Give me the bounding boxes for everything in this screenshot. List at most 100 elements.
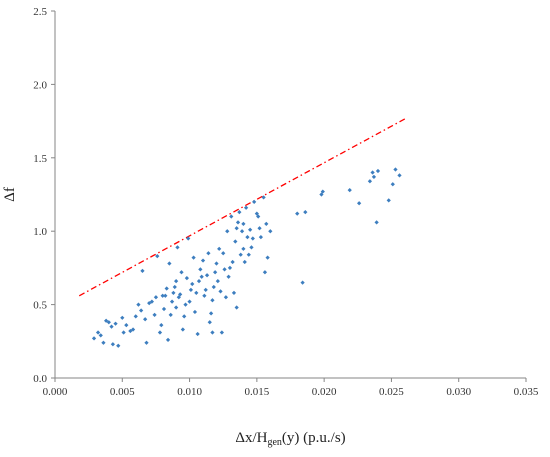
bound-line-layer xyxy=(78,117,407,297)
data-point xyxy=(367,179,373,184)
data-point xyxy=(261,195,266,200)
data-point xyxy=(347,187,352,193)
data-point xyxy=(203,287,208,293)
data-point xyxy=(370,170,375,175)
y-tick-label: 1.0 xyxy=(33,226,47,238)
data-point xyxy=(234,226,239,231)
x-axis-title-tail: (y) (p.u./s) xyxy=(282,430,346,446)
data-point xyxy=(246,252,251,257)
axes xyxy=(54,11,526,379)
data-point xyxy=(241,246,246,251)
data-point xyxy=(211,284,216,290)
data-point xyxy=(202,293,207,298)
data-point xyxy=(155,254,160,259)
data-point xyxy=(144,340,149,345)
data-point xyxy=(268,229,273,234)
data-point xyxy=(213,270,218,275)
data-point xyxy=(210,330,215,335)
data-point xyxy=(248,227,253,232)
data-point xyxy=(320,189,325,194)
data-point xyxy=(208,311,214,316)
data-point xyxy=(265,255,270,260)
data-point xyxy=(390,182,395,187)
data-point xyxy=(214,261,219,266)
data-point xyxy=(187,299,192,304)
data-point xyxy=(231,290,237,295)
ticks: 0.000 0.005 0.010 0.015 0.020 0.025 0.030 0.035… xyxy=(33,6,539,398)
data-point xyxy=(184,276,190,281)
data-point xyxy=(207,320,212,325)
data-point xyxy=(262,270,268,275)
data-point xyxy=(91,336,97,341)
data-point xyxy=(204,273,210,278)
data-point xyxy=(116,343,121,348)
x-tick-label: 0.015 xyxy=(244,386,269,398)
data-point xyxy=(221,251,226,256)
data-point xyxy=(200,258,206,263)
data-point xyxy=(139,308,144,313)
data-point xyxy=(130,327,136,332)
x-tick-label: 0.000 xyxy=(43,386,68,398)
data-point xyxy=(149,299,155,304)
data-point xyxy=(143,317,148,322)
data-point xyxy=(206,251,211,256)
data-point xyxy=(386,198,391,203)
data-point xyxy=(252,199,257,204)
data-point xyxy=(256,214,261,219)
data-point xyxy=(239,229,245,234)
data-point xyxy=(218,289,223,294)
data-point xyxy=(222,267,227,272)
y-tick-label: 0.5 xyxy=(33,300,47,312)
data-point xyxy=(160,293,165,298)
data-point xyxy=(237,209,242,215)
data-point xyxy=(374,220,379,225)
upper-bound-line xyxy=(78,117,407,297)
data-point xyxy=(226,274,231,279)
x-tick-label: 0.005 xyxy=(110,386,135,398)
data-point xyxy=(140,268,145,273)
data-point xyxy=(243,205,249,210)
data-point xyxy=(95,330,101,335)
data-point xyxy=(165,337,171,342)
data-point xyxy=(194,290,199,295)
data-point xyxy=(235,220,241,225)
y-tick-label: 2.0 xyxy=(33,79,47,91)
x-axis-title-subscript: gen xyxy=(267,437,281,448)
data-point xyxy=(188,287,194,293)
data-point xyxy=(136,302,141,307)
data-point xyxy=(199,274,204,279)
x-axis-title: Δx/Hgen(y) (p.u./s) xyxy=(235,430,345,448)
y-axis-title: Δf xyxy=(2,187,18,202)
data-point xyxy=(133,314,138,319)
data-point xyxy=(101,340,106,345)
data-point xyxy=(172,284,177,290)
data-point xyxy=(303,209,308,215)
data-point xyxy=(233,239,238,244)
data-point xyxy=(300,280,305,285)
data-point xyxy=(371,174,377,180)
data-point xyxy=(98,333,103,338)
data-point xyxy=(198,267,203,272)
data-point xyxy=(258,234,264,240)
data-point xyxy=(120,315,125,320)
data-point xyxy=(229,214,234,219)
y-tick-label: 2.5 xyxy=(33,6,47,18)
data-point xyxy=(152,312,157,317)
data-point xyxy=(192,309,198,315)
data-point xyxy=(180,327,185,332)
data-point xyxy=(242,259,247,265)
data-point xyxy=(169,299,175,304)
data-point xyxy=(217,246,222,251)
data-point xyxy=(319,192,324,197)
data-point xyxy=(186,236,191,241)
data-point xyxy=(264,221,269,226)
data-point xyxy=(223,295,229,300)
data-point xyxy=(110,342,115,347)
points-layer xyxy=(91,167,402,348)
data-point xyxy=(173,278,179,284)
data-point xyxy=(159,323,164,328)
data-point xyxy=(176,295,181,300)
data-point xyxy=(210,298,215,303)
data-point xyxy=(183,302,188,307)
